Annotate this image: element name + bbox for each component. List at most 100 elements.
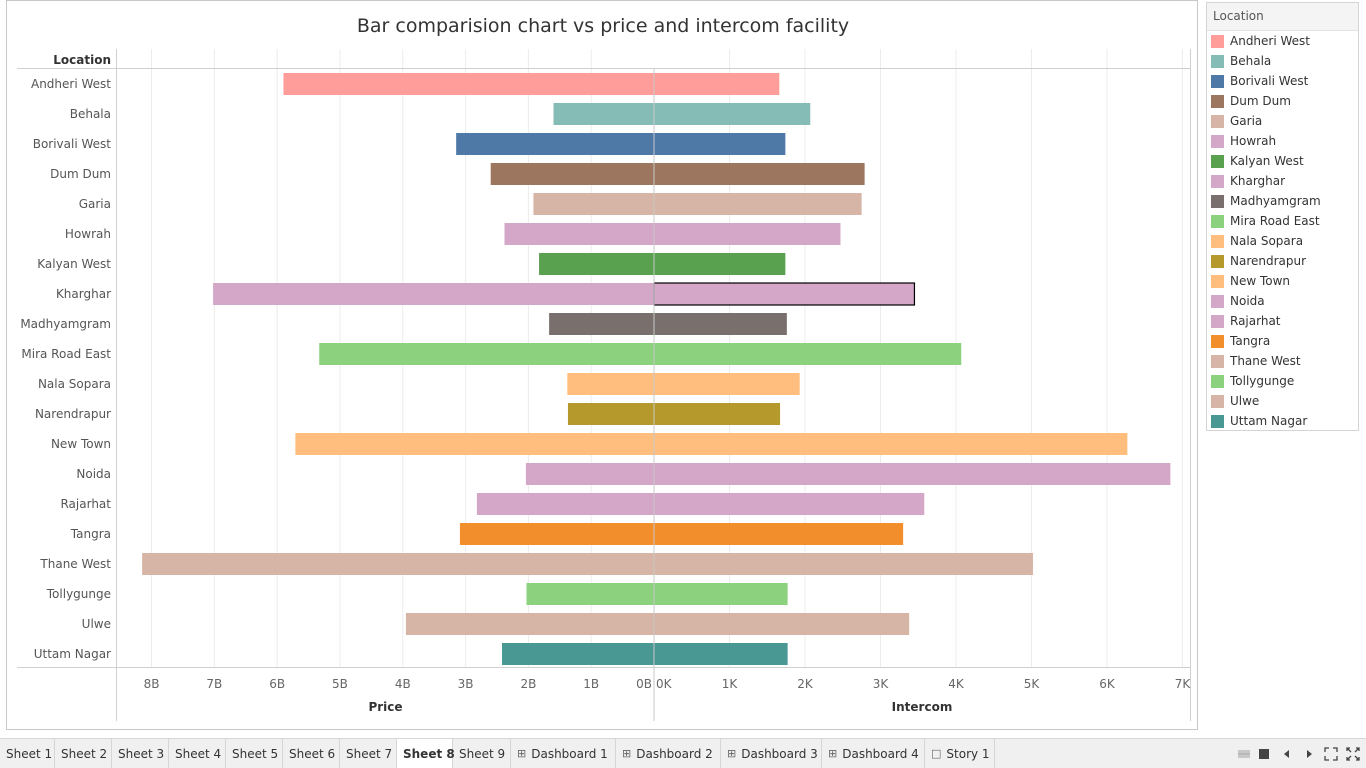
- price-bar: [295, 433, 654, 455]
- tab-sheet-8[interactable]: Sheet 8: [397, 739, 455, 768]
- tab-sheet-3[interactable]: Sheet 3: [112, 739, 169, 768]
- price-bar: [502, 643, 654, 665]
- grid-view-icon[interactable]: [1237, 747, 1251, 761]
- intercom-bar: [654, 583, 788, 605]
- intercom-bar: [654, 403, 781, 425]
- tab-story-1[interactable]: □ Story 1: [925, 739, 995, 768]
- intercom-bar: [654, 133, 786, 155]
- legend-item[interactable]: Garia: [1211, 111, 1262, 131]
- previous-icon[interactable]: [1280, 747, 1294, 761]
- intercom-bar: [654, 523, 904, 545]
- legend-swatch: [1211, 114, 1224, 128]
- row-label: Noida: [76, 467, 111, 481]
- legend-label: Dum Dum: [1230, 94, 1291, 108]
- legend-label: Garia: [1230, 114, 1263, 128]
- location-legend: Location Andheri West Behala Borivali West…: [1206, 2, 1359, 431]
- legend-label: Behala: [1230, 54, 1272, 68]
- intercom-tick-label: 6K: [1099, 677, 1116, 691]
- tab-label: Sheet 9: [459, 746, 506, 761]
- legend-item[interactable]: Thane West: [1211, 351, 1301, 371]
- price-bar: [142, 553, 654, 575]
- legend-label: Andheri West: [1230, 34, 1311, 48]
- legend-label: Tangra: [1230, 334, 1271, 348]
- price-bar: [504, 223, 654, 245]
- legend-item[interactable]: Mira Road East: [1211, 211, 1320, 231]
- tab-label: Dashboard 4: [842, 746, 919, 761]
- legend-item[interactable]: Tollygunge: [1211, 371, 1294, 391]
- legend-item[interactable]: Howrah: [1211, 131, 1276, 151]
- legend-item[interactable]: Kalyan West: [1211, 151, 1304, 171]
- price-tick-label: 0B: [636, 677, 652, 691]
- tab-sheet-9[interactable]: Sheet 9: [453, 739, 511, 768]
- tab-label: Sheet 5: [232, 746, 279, 761]
- legend-item[interactable]: Tangra: [1211, 331, 1270, 351]
- intercom-bar: [654, 643, 788, 665]
- price-bar: [549, 313, 654, 335]
- price-bar: [459, 523, 654, 545]
- tab-dashboard-4[interactable]: ⊞ Dashboard 4: [822, 739, 925, 768]
- intercom-bar: [654, 313, 787, 335]
- tab-dashboard-3[interactable]: ⊞ Dashboard 3: [721, 739, 822, 768]
- legend-swatch: [1211, 414, 1224, 428]
- tab-sheet-1[interactable]: Sheet 1: [0, 739, 55, 768]
- chart-title: Bar comparision chart vs price and inter…: [356, 15, 850, 37]
- tab-sheet-5[interactable]: Sheet 5: [226, 739, 283, 768]
- legend-item[interactable]: Ulwe: [1211, 391, 1259, 411]
- legend-label: Mira Road East: [1230, 214, 1320, 228]
- legend-item[interactable]: Rajarhat: [1211, 311, 1281, 331]
- row-label: Behala: [70, 107, 111, 121]
- legend-label: Thane West: [1230, 354, 1301, 368]
- row-header-label: Location: [53, 53, 111, 67]
- legend-swatch: [1211, 374, 1224, 388]
- legend-item[interactable]: Noida: [1211, 291, 1265, 311]
- legend-label: Kalyan West: [1230, 154, 1304, 168]
- tab-dashboard-1[interactable]: ⊞ Dashboard 1: [511, 739, 616, 768]
- price-bar: [283, 73, 654, 95]
- intercom-bar: [654, 253, 786, 275]
- tab-dashboard-2[interactable]: ⊞ Dashboard 2: [616, 739, 721, 768]
- intercom-tick-label: 4K: [948, 677, 965, 691]
- tab-sheet-4[interactable]: Sheet 4: [169, 739, 226, 768]
- price-tick-label: 8B: [144, 677, 160, 691]
- fullscreen-icon[interactable]: [1346, 747, 1360, 761]
- legend-swatch: [1211, 254, 1224, 268]
- tab-label: Story 1: [946, 746, 990, 761]
- next-icon[interactable]: [1302, 747, 1316, 761]
- intercom-tick-label: 7K: [1175, 677, 1192, 691]
- intercom-bar: [654, 163, 865, 185]
- legend-item[interactable]: Dum Dum: [1211, 91, 1291, 111]
- legend-item[interactable]: Kharghar: [1211, 171, 1285, 191]
- butterfly-bar-chart[interactable]: Location Andheri West Behala Borivali West D…: [7, 1, 1199, 731]
- intercom-axis-title: Intercom: [892, 700, 953, 714]
- legend-label: Howrah: [1230, 134, 1277, 148]
- row-label: Thane West: [39, 557, 111, 571]
- legend-swatch: [1211, 174, 1224, 188]
- legend-item[interactable]: New Town: [1211, 271, 1290, 291]
- dashboard-icon: ⊞: [517, 746, 527, 760]
- legend-item[interactable]: Uttam Nagar: [1211, 411, 1307, 431]
- price-bar: [456, 133, 654, 155]
- tab-sheet-6[interactable]: Sheet 6: [283, 739, 340, 768]
- tab-sheet-7[interactable]: Sheet 7: [340, 739, 397, 768]
- row-label: Kalyan West: [37, 257, 111, 271]
- price-bar: [567, 403, 654, 425]
- tab-sheet-2[interactable]: Sheet 2: [55, 739, 112, 768]
- row-label: Andheri West: [31, 77, 111, 91]
- legend-swatch: [1211, 74, 1224, 88]
- price-tick-label: 4B: [395, 677, 411, 691]
- legend-item[interactable]: Nala Sopara: [1211, 231, 1303, 251]
- legend-item[interactable]: Behala: [1211, 51, 1271, 71]
- legend-item[interactable]: Narendrapur: [1211, 251, 1306, 271]
- price-tick-label: 2B: [520, 677, 536, 691]
- fit-screen-icon[interactable]: [1324, 747, 1338, 761]
- legend-item[interactable]: Borivali West: [1211, 71, 1308, 91]
- intercom-bar: [654, 193, 862, 215]
- price-bar: [567, 373, 654, 395]
- legend-title: Location: [1207, 3, 1358, 31]
- row-label: Madhyamgram: [20, 317, 111, 331]
- legend-item[interactable]: Andheri West: [1211, 31, 1310, 51]
- row-label: Mira Road East: [21, 347, 111, 361]
- legend-item[interactable]: Madhyamgram: [1211, 191, 1321, 211]
- row-label: Nala Sopara: [38, 377, 111, 391]
- filmstrip-view-icon[interactable]: [1257, 747, 1271, 761]
